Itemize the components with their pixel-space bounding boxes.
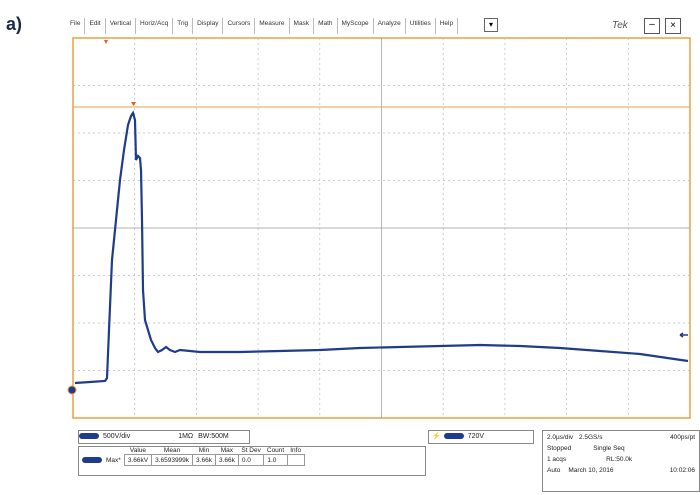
sample-rate: 2.5GS/s xyxy=(578,434,603,441)
date: March 10, 2016 xyxy=(568,467,614,474)
header-cell: Mean xyxy=(163,447,181,454)
menu-item[interactable]: Cursors xyxy=(223,18,256,34)
table-cell: 0.0 xyxy=(237,454,265,466)
close-button[interactable]: × xyxy=(665,18,681,34)
graticule xyxy=(73,38,690,418)
menu-item[interactable]: Utilities xyxy=(406,18,436,34)
trigger-position-marker xyxy=(104,40,108,44)
table-cell: 3.66kV xyxy=(123,454,153,466)
resolution: 400ps/pt xyxy=(670,434,695,441)
acq-count: 1 acqs xyxy=(547,456,567,463)
menu-item[interactable]: Math xyxy=(314,18,338,34)
table-cell: 3.66k xyxy=(214,454,239,466)
table-row: Max* 3.66kV 3.6593999k 3.66k 3.66k 0.0 1.0 xyxy=(79,454,305,466)
scope-display xyxy=(67,37,691,419)
menu-item[interactable]: Edit xyxy=(85,18,106,34)
menu-dropdown[interactable]: ▾ xyxy=(484,18,498,32)
menu-item[interactable]: MyScope xyxy=(338,18,374,34)
menu-item[interactable]: Measure xyxy=(255,18,290,34)
menu-item[interactable]: Vertical xyxy=(106,18,137,34)
acq-mode: Single Seq xyxy=(593,445,625,452)
channel-box[interactable]: 500V/div 1MΩ BW:500M xyxy=(78,430,250,444)
measurement-table: Value Mean Min Max St Dev Count Info Max* 3.66kV… xyxy=(79,447,305,466)
waveform xyxy=(74,110,689,385)
acquisition-box: 2.0µs/div 2.5GS/s 400ps/pt Stopped Single … xyxy=(542,430,700,492)
ref-arrow xyxy=(679,332,688,338)
trigger-box[interactable]: ⚡ 720V xyxy=(428,430,534,444)
time: 10:02:06 xyxy=(669,467,695,474)
channel-impedance: 1MΩ xyxy=(178,433,194,440)
channel-scale: 500V/div xyxy=(103,433,131,440)
header-cell: Min xyxy=(198,447,210,454)
table-cell: 3.6593999k xyxy=(151,454,194,466)
figure-label: a) xyxy=(6,14,23,34)
menu-item[interactable]: Display xyxy=(193,18,224,34)
channel-bandwidth: BW:500M xyxy=(198,433,229,440)
menu-item[interactable]: Horiz/Acq xyxy=(136,18,174,34)
acq-state: Stopped xyxy=(547,445,572,452)
menu-item[interactable]: Analyze xyxy=(374,18,406,34)
menu-item[interactable]: Trig xyxy=(173,18,194,34)
table-cell: 1.0 xyxy=(263,454,288,466)
row-label-text: Max* xyxy=(106,456,121,464)
header-cell xyxy=(79,447,124,455)
table-header: Value Mean Min Max St Dev Count Info xyxy=(79,447,304,455)
trigger-mode: Auto xyxy=(547,467,561,474)
channel-marker xyxy=(67,385,77,395)
header-cell: Info xyxy=(290,447,302,454)
trigger-level: 720V xyxy=(467,433,485,440)
header-cell: Count xyxy=(266,447,285,454)
menu-item[interactable]: File xyxy=(66,18,86,34)
timebase: 2.0µs/div xyxy=(547,434,574,441)
header-cell: Value xyxy=(129,447,147,454)
menu-item[interactable]: Help xyxy=(436,18,459,34)
row-label: Max* xyxy=(79,455,124,466)
menu-bar: File Edit Vertical Horiz/Acq Trig Display Curs… xyxy=(66,18,459,34)
table-cell: 3.66k xyxy=(192,454,216,466)
measurement-box: Value Mean Min Max St Dev Count Info Max* 3.66kV… xyxy=(78,446,426,476)
table-cell xyxy=(286,454,305,466)
minimize-button[interactable]: – xyxy=(644,18,660,34)
brand: Tek xyxy=(612,20,628,31)
header-cell: Max xyxy=(220,447,234,454)
channel-pill xyxy=(82,456,102,463)
menu-item[interactable]: Mask xyxy=(290,18,315,34)
peak-marker xyxy=(131,102,136,106)
header-cell: St Dev xyxy=(241,447,261,454)
record-length: RL:50.0k xyxy=(606,456,633,463)
